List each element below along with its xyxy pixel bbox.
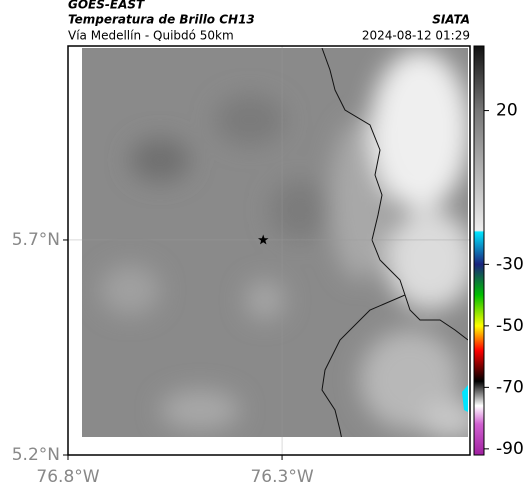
route: Vía Medellín - Quibdó 50km xyxy=(68,29,234,43)
map-frame xyxy=(67,45,471,456)
colorbar-tick-label: -90 xyxy=(496,439,524,459)
colorbar xyxy=(473,45,485,456)
timestamp: 2024-08-12 01:29 xyxy=(362,29,470,43)
colorbar-tick-label: 20 xyxy=(496,101,518,121)
location-marker xyxy=(258,234,269,245)
y-tick-label: 5.7°N xyxy=(12,230,60,250)
x-tick-label: 76.3°W xyxy=(250,467,313,487)
colorbar-tick-label: -30 xyxy=(496,254,524,274)
colorbar-axis: 20 -30 -50 -70 -90 xyxy=(484,101,524,459)
y-tick-label: 5.2°N xyxy=(12,445,60,465)
x-tick-label: 76.8°W xyxy=(36,467,99,487)
colorbar-tick-label: -50 xyxy=(496,316,524,336)
imagery xyxy=(82,48,468,437)
colorbar-tick-label: -70 xyxy=(496,377,524,397)
source: GOES-EAST xyxy=(68,0,145,12)
credit: SIATA xyxy=(432,13,470,27)
title: Temperatura de Brillo CH13 xyxy=(68,13,255,27)
